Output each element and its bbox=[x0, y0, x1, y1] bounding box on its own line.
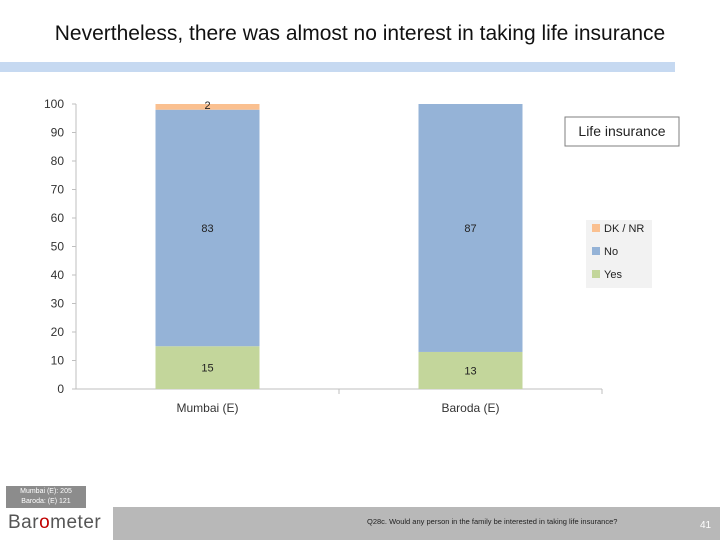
y-tick-label: 20 bbox=[51, 325, 65, 339]
bar-segment-yes bbox=[418, 351, 523, 389]
sample-size-baroda: Baroda: (E) 121 bbox=[21, 498, 71, 505]
y-tick-label: 10 bbox=[51, 354, 65, 368]
legend-label: DK / NR bbox=[604, 223, 644, 235]
y-tick-label: 30 bbox=[51, 297, 65, 311]
y-tick-label: 100 bbox=[44, 97, 64, 111]
y-tick-label: 40 bbox=[51, 268, 65, 282]
y-tick-label: 90 bbox=[51, 126, 65, 140]
y-tick-label: 50 bbox=[51, 240, 65, 254]
y-tick-label: 70 bbox=[51, 183, 65, 197]
legend-label: No bbox=[604, 246, 618, 258]
logo-text-end: meter bbox=[50, 512, 102, 533]
slide-title: Nevertheless, there was almost no intere… bbox=[54, 22, 666, 45]
legend-swatch bbox=[592, 247, 600, 255]
bar-segment-dk-nr bbox=[155, 104, 260, 110]
survey-question: Q28c. Would any person in the family be … bbox=[367, 517, 618, 526]
y-tick-label: 80 bbox=[51, 154, 65, 168]
bar-data-label: 2 bbox=[204, 100, 210, 112]
bar-segment-no bbox=[418, 104, 523, 352]
page-number: 41 bbox=[700, 520, 712, 531]
title-accent-bar bbox=[0, 62, 675, 72]
x-category-label: Baroda (E) bbox=[441, 401, 499, 415]
y-tick-label: 0 bbox=[57, 382, 64, 396]
logo-text-start: Bar bbox=[8, 512, 40, 533]
bar-data-label: 15 bbox=[201, 363, 213, 375]
chart-title: Life insurance bbox=[578, 123, 665, 139]
bar-segment-yes bbox=[155, 346, 260, 389]
bar-data-label: 83 bbox=[201, 223, 213, 235]
sample-size-mumbai: Mumbai (E): 205 bbox=[20, 488, 72, 495]
bar-segment-no bbox=[155, 109, 260, 347]
barometer-logo: Barometer bbox=[8, 512, 101, 534]
legend-swatch bbox=[592, 224, 600, 232]
sample-size-box: Mumbai (E): 205 Baroda: (E) 121 bbox=[6, 486, 86, 508]
bar-data-label: 87 bbox=[464, 223, 476, 235]
logo-red-dot: o bbox=[39, 512, 51, 533]
y-tick-label: 60 bbox=[51, 211, 65, 225]
bar-data-label: 13 bbox=[464, 365, 476, 377]
legend-label: Yes bbox=[604, 269, 622, 281]
x-category-label: Mumbai (E) bbox=[176, 401, 238, 415]
stacked-bar-chart: 0 10 20 30 40 50 60 70 80 90 100 15 83 2 Mumbai (E) 13 8… bbox=[44, 97, 680, 415]
legend-swatch bbox=[592, 270, 600, 278]
chart-title-box bbox=[564, 116, 680, 147]
footer-bar bbox=[113, 507, 720, 540]
